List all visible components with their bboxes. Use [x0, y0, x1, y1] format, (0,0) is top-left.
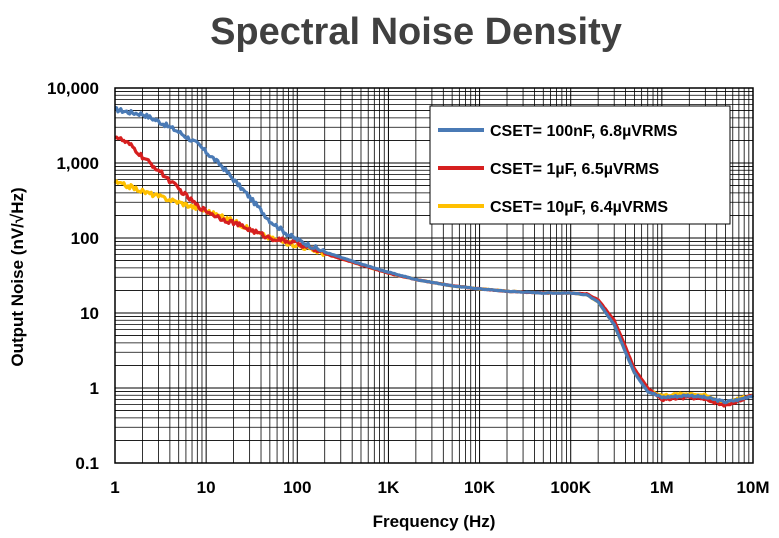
plot-frame	[114, 87, 754, 464]
x-tick-label: 10M	[736, 478, 769, 497]
series-line-1	[114, 105, 755, 405]
x-axis-label: Frequency (Hz)	[373, 512, 496, 531]
x-tick-label: 100K	[550, 478, 591, 497]
y-tick-label: 0.1	[75, 454, 99, 473]
y-tick-label: 1	[90, 379, 99, 398]
legend-label-3: CSET= 10µF, 6.4µVRMS	[490, 199, 668, 216]
series-group	[113, 105, 755, 408]
y-tick-label: 10,000	[47, 79, 99, 98]
y-tick-label: 10	[80, 304, 99, 323]
chart-title: Spectral Noise Density	[210, 11, 622, 53]
x-tick-label: 10K	[464, 478, 496, 497]
x-tick-label: 1	[110, 478, 119, 497]
legend-label-1: CSET= 100nF, 6.8µVRMS	[490, 123, 678, 140]
legend: CSET= 100nF, 6.8µVRMS CSET= 1µF, 6.5µVRMS…	[429, 105, 731, 225]
x-tick-label: 100	[283, 478, 311, 497]
x-tick-label: 1M	[650, 478, 674, 497]
y-tick-labels: 0.1 1 10 100 1,000 10,000	[47, 79, 99, 473]
y-axis-label: Output Noise (nV/√Hz)	[8, 187, 27, 366]
x-tick-label: 1K	[378, 478, 400, 497]
y-tick-label: 100	[71, 229, 99, 248]
y-tick-label: 1,000	[56, 154, 99, 173]
x-tick-label: 10	[197, 478, 216, 497]
legend-label-2: CSET= 1µF, 6.5µVRMS	[490, 161, 659, 178]
x-tick-labels: 1 10 100 1K 10K 100K 1M 10M	[110, 478, 769, 497]
